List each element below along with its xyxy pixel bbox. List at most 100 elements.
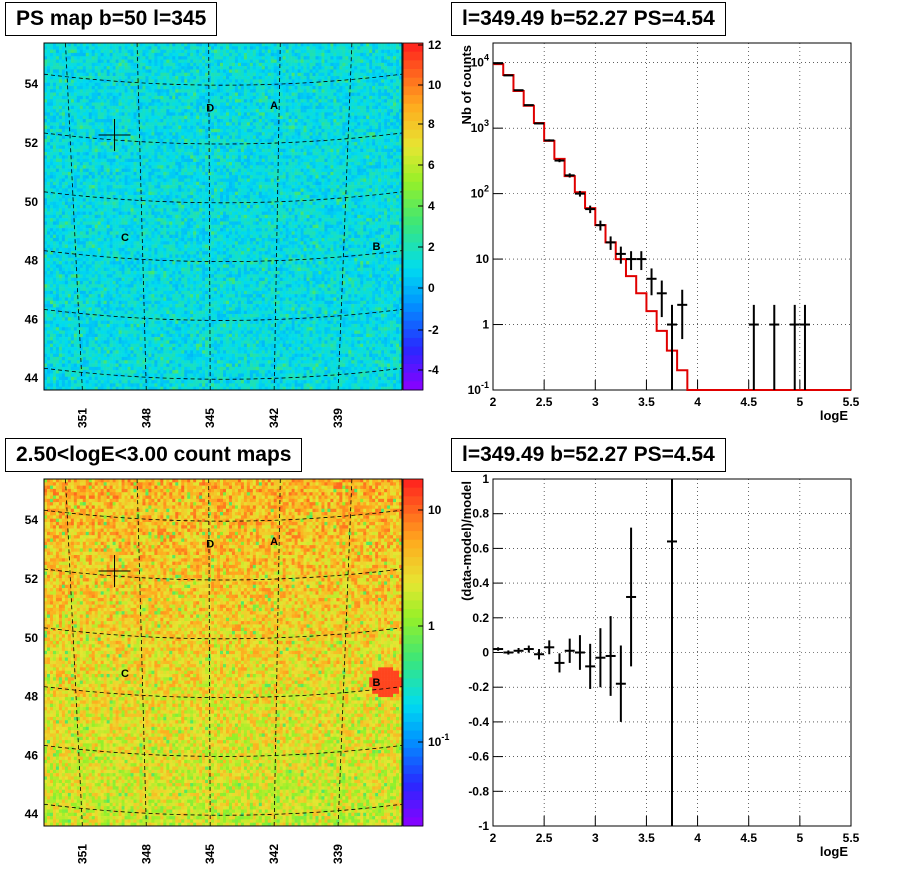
x-tick-label: 5.5 (843, 395, 860, 409)
residual-point (595, 628, 605, 687)
colorbar-swatch (403, 757, 423, 766)
colorbar-swatch (403, 626, 423, 635)
x-tick-label: 4.5 (740, 831, 757, 845)
y-tick-label: 44 (25, 371, 39, 385)
colorbar-swatch (403, 574, 423, 583)
data-point (534, 123, 544, 125)
y-axis-title: Nb of counts (459, 45, 474, 124)
source-label-d: D (206, 539, 214, 551)
x-axis-title: logE (820, 844, 848, 859)
colorbar-swatch (403, 765, 423, 774)
data-point (647, 268, 657, 295)
colorbar-swatch (403, 156, 423, 165)
colorbar-tick-label: 1 (428, 619, 435, 633)
colorbar-swatch (403, 809, 423, 818)
y-tick-label: 1 (482, 472, 489, 486)
y-axis-title: (data-model)/model (459, 481, 474, 601)
colorbar-swatch (403, 86, 423, 95)
colorbar-swatch (403, 69, 423, 78)
data-point (657, 281, 667, 318)
y-tick-label: 48 (25, 690, 39, 704)
x-tick-label: 348 (139, 844, 153, 864)
colorbar-swatch (403, 488, 423, 497)
y-tick-label: 46 (25, 312, 39, 326)
colorbar-swatch (403, 566, 423, 575)
x-axis-title: logE (820, 408, 848, 423)
colorbar-swatch (403, 731, 423, 740)
y-tick-label: 0.6 (472, 541, 489, 555)
colorbar-swatch (403, 312, 423, 321)
x-tick-label: 339 (331, 844, 345, 864)
colorbar-tick-label: 4 (428, 199, 435, 213)
colorbar-swatch (403, 687, 423, 696)
colorbar-swatch (403, 52, 423, 61)
data-point (636, 251, 646, 270)
x-tick-label: 345 (203, 844, 217, 864)
x-tick-label: 351 (75, 408, 89, 428)
colorbar-swatch (403, 679, 423, 688)
y-tick-label: 0 (482, 646, 489, 660)
data-point (524, 105, 534, 106)
colorbar-swatch (403, 338, 423, 347)
colorbar-swatch (403, 531, 423, 540)
colorbar-swatch (403, 190, 423, 199)
colorbar-swatch (403, 112, 423, 121)
colorbar-swatch (403, 173, 423, 182)
source-label-b: B (372, 241, 380, 253)
data-point (606, 236, 616, 250)
y-tick-label: 52 (25, 136, 39, 150)
colorbar-swatch (403, 600, 423, 609)
x-tick-label: 5 (797, 395, 804, 409)
colorbar-swatch (403, 277, 423, 286)
colorbar-swatch (403, 496, 423, 505)
x-tick-label: 3.5 (638, 395, 655, 409)
x-tick-label: 5.5 (843, 831, 860, 845)
colorbar-swatch (403, 164, 423, 173)
colorbar-swatch (403, 182, 423, 191)
colorbar-swatch (403, 705, 423, 714)
data-point (677, 290, 687, 339)
data-point (790, 305, 800, 390)
colorbar-swatch (403, 147, 423, 156)
data-point (585, 206, 595, 213)
data-point (616, 247, 626, 264)
ps_map-cells (44, 43, 402, 390)
data-point (493, 63, 503, 64)
colorbar-tick-label: 12 (428, 38, 442, 52)
x-tick-label: 345 (203, 408, 217, 428)
x-tick-label: 4.5 (740, 395, 757, 409)
residual-point (534, 649, 544, 659)
y-tick-label: 54 (25, 77, 39, 91)
colorbar-tick-label: 10-1 (428, 732, 449, 749)
y-tick-label: 1 (482, 318, 489, 332)
y-tick-label: -0.8 (468, 784, 489, 798)
colorbar-swatch (403, 800, 423, 809)
x-tick-label: 3 (592, 395, 599, 409)
source-label-d: D (206, 103, 214, 115)
residual-point (667, 479, 677, 826)
residual-point (565, 639, 575, 663)
source-label-a: A (270, 100, 278, 112)
colorbar-swatch (403, 329, 423, 338)
y-tick-label: 0.2 (472, 611, 489, 625)
colorbar-swatch (403, 251, 423, 260)
colorbar-swatch (403, 791, 423, 800)
x-tick-label: 2 (490, 831, 497, 845)
data-point (667, 305, 677, 390)
colorbar-tick-label: -2 (428, 323, 439, 337)
y-tick-label: -0.2 (468, 680, 489, 694)
residual-point (616, 646, 626, 722)
colorbar-swatch (403, 722, 423, 731)
y-tick-label: -0.6 (468, 750, 489, 764)
colorbar-swatch (403, 347, 423, 356)
x-tick-label: 4 (694, 395, 701, 409)
y-tick-label: 10-1 (468, 380, 489, 397)
colorbar-swatch (403, 225, 423, 234)
colorbar-swatch (403, 130, 423, 139)
y-tick-label: 102 (471, 184, 489, 201)
x-tick-label: 339 (331, 408, 345, 428)
colorbar-swatch (403, 381, 423, 390)
